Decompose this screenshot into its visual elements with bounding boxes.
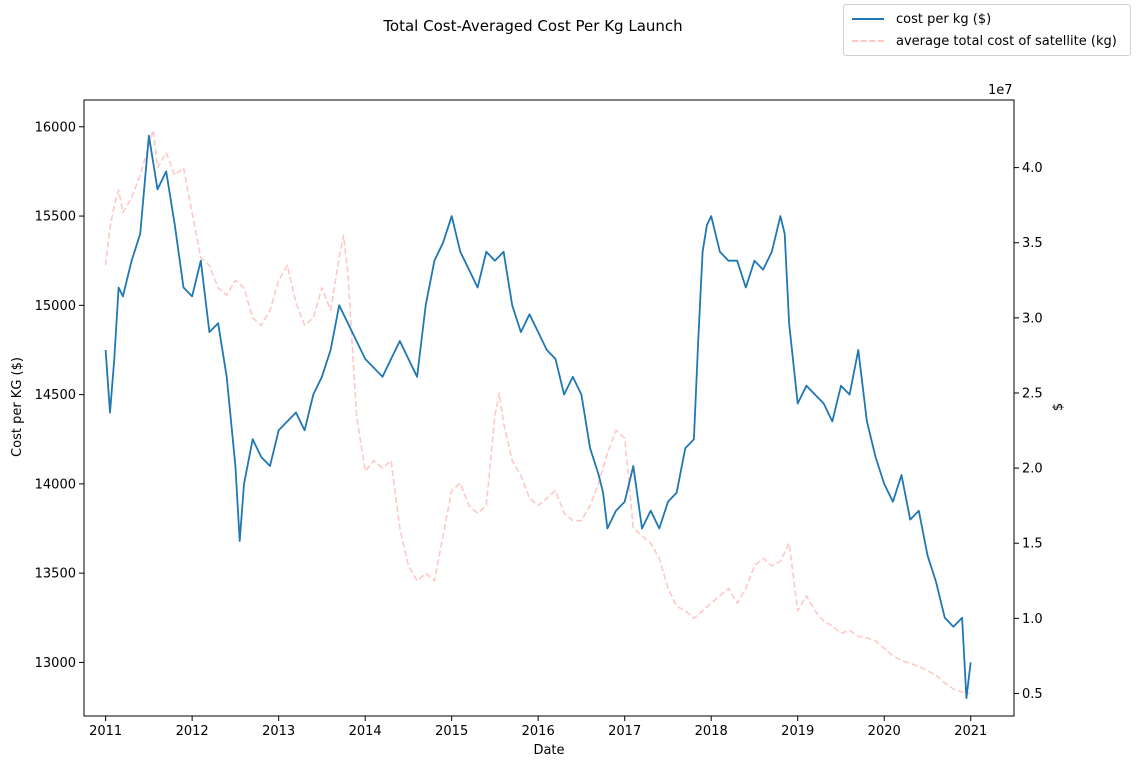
right-axis-offset-label: 1e7 — [988, 83, 1013, 98]
legend-swatch-solid — [852, 18, 884, 20]
y-tick-label-right: 3.0 — [1022, 311, 1043, 326]
legend-item-cost-per-kg: cost per kg ($) — [852, 10, 991, 28]
y-tick-label-left: 15000 — [35, 299, 76, 314]
y-tick-label-left: 13000 — [35, 656, 76, 671]
legend-label: cost per kg ($) — [896, 11, 992, 27]
chart-title: Total Cost-Averaged Cost Per Kg Launch — [382, 17, 682, 35]
y-axis-label-right: $ — [1051, 403, 1066, 411]
x-tick-label: 2013 — [262, 724, 295, 739]
legend-swatch-dashed — [852, 40, 884, 42]
series-line-average-total-cost — [104, 129, 971, 695]
series-line-cost-per-kg — [104, 134, 972, 699]
x-tick-label: 2014 — [349, 724, 382, 739]
y-axis-label-left: Cost per KG ($) — [10, 357, 25, 457]
y-tick-label-left: 15500 — [35, 210, 76, 225]
legend-label: average total cost of satellite (kg) — [896, 33, 1117, 49]
y-tick-label-right: 4.0 — [1022, 161, 1043, 176]
axes-frame — [83, 99, 1015, 717]
y-tick-label-left: 14000 — [35, 477, 76, 492]
x-tick-label: 2012 — [176, 724, 209, 739]
x-axis-label: Date — [533, 743, 564, 758]
legend: cost per kg ($) average total cost of sa… — [843, 4, 1131, 56]
x-tick-label: 2017 — [608, 724, 641, 739]
y-tick-label-right: 3.5 — [1022, 236, 1043, 251]
y-tick-label-right: 1.5 — [1022, 537, 1043, 552]
y-tick-label-right: 2.5 — [1022, 386, 1043, 401]
x-tick-label: 2021 — [954, 724, 987, 739]
y-tick-label-left: 13500 — [35, 567, 76, 582]
x-tick-label: 2020 — [868, 724, 901, 739]
y-tick-label-right: 2.0 — [1022, 462, 1043, 477]
x-tick-label: 2019 — [781, 724, 814, 739]
x-tick-label: 2015 — [435, 724, 468, 739]
x-tick-label: 2011 — [89, 724, 122, 739]
y-tick-label-right: 0.5 — [1022, 687, 1043, 702]
y-tick-label-left: 16000 — [35, 120, 76, 135]
y-tick-label-left: 14500 — [35, 388, 76, 403]
plot-area: 2011 2012 2013 2014 2015 2016 2017 2018 2019 2020… — [35, 99, 1043, 739]
x-tick-label: 2018 — [695, 724, 728, 739]
y-tick-label-right: 1.0 — [1022, 612, 1043, 627]
x-tick-label: 2016 — [522, 724, 555, 739]
legend-item-average-total-cost: average total cost of satellite (kg) — [852, 32, 1117, 50]
